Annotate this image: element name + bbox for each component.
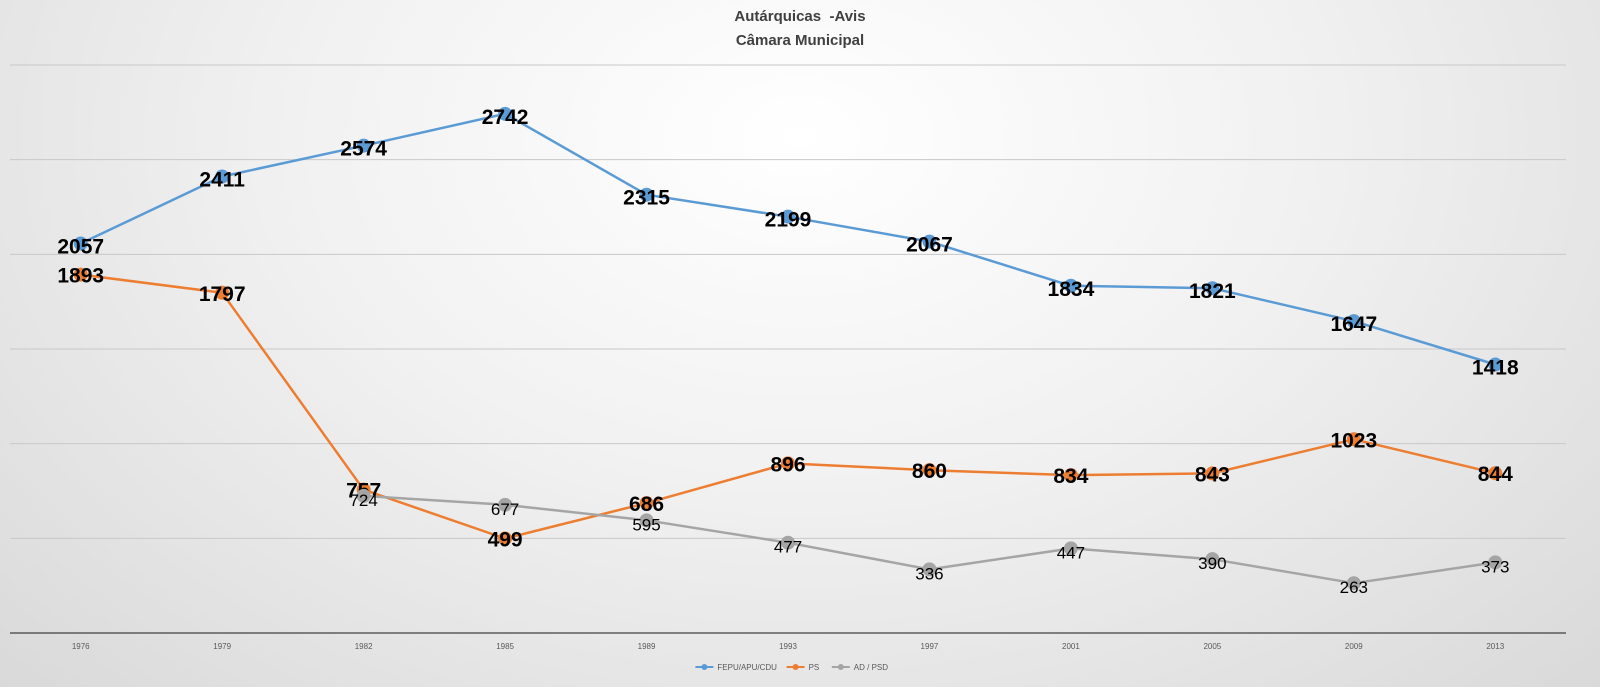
series-line	[80, 273, 1496, 540]
data-label: 499	[488, 529, 523, 552]
data-point	[356, 488, 371, 503]
x-tick-label: 2009	[1345, 642, 1363, 651]
x-tick-label: 1982	[355, 642, 373, 651]
data-point	[922, 562, 937, 577]
data-label: 477	[774, 538, 802, 557]
data-point	[1205, 466, 1220, 481]
x-tick-label: 1993	[779, 642, 797, 651]
data-point	[498, 497, 513, 512]
x-tick-label: 1989	[638, 642, 656, 651]
x-tick-label: 2005	[1203, 642, 1221, 651]
data-point	[922, 234, 937, 249]
data-point	[1488, 357, 1503, 372]
data-point	[1346, 432, 1361, 447]
data-label: 2315	[623, 187, 670, 210]
x-tick-label: 1985	[496, 642, 514, 651]
legend-swatch-marker	[792, 664, 799, 670]
data-label: 834	[1053, 465, 1088, 488]
data-label: 1834	[1048, 278, 1095, 301]
data-label: 1893	[57, 265, 104, 288]
data-point	[1205, 281, 1220, 296]
data-point	[639, 513, 654, 528]
data-label: 336	[915, 564, 943, 583]
data-label: 1647	[1330, 313, 1377, 336]
data-point	[73, 267, 88, 282]
data-label: 2411	[199, 169, 245, 192]
data-point	[1063, 541, 1078, 556]
x-tick-label: 1976	[72, 642, 90, 651]
data-label: 373	[1481, 557, 1509, 576]
data-point	[1063, 278, 1078, 293]
data-label: 2199	[765, 209, 812, 232]
x-tick-label: 2013	[1486, 642, 1504, 651]
legend-swatch-marker	[837, 664, 844, 670]
data-point	[781, 209, 795, 224]
data-label: 595	[632, 515, 660, 534]
data-point	[73, 236, 88, 251]
data-label: 2742	[482, 106, 529, 129]
data-point	[498, 531, 513, 546]
data-point	[1346, 576, 1361, 591]
data-point	[215, 285, 230, 300]
data-label: 677	[491, 500, 519, 519]
data-point	[498, 106, 513, 121]
x-tick-label: 2001	[1062, 642, 1080, 651]
data-label: 1418	[1472, 357, 1519, 380]
data-label: 390	[1198, 554, 1226, 573]
data-point	[356, 138, 371, 153]
data-label: 843	[1195, 463, 1230, 486]
data-point	[1205, 552, 1220, 567]
data-label: 447	[1057, 543, 1085, 562]
data-point	[639, 187, 654, 202]
data-point	[1488, 466, 1503, 481]
legend-swatch-marker	[701, 664, 708, 670]
data-label: 1023	[1330, 429, 1377, 452]
data-point	[1346, 314, 1361, 329]
data-label: 1797	[199, 283, 246, 306]
data-label: 1821	[1189, 280, 1236, 303]
legend-label: PS	[809, 663, 820, 672]
x-tick-label: 1979	[213, 642, 231, 651]
data-label: 724	[349, 491, 377, 510]
data-label: 844	[1478, 463, 1513, 486]
data-label: 2574	[340, 138, 387, 161]
data-label: 2067	[906, 234, 953, 257]
data-point	[1488, 555, 1503, 570]
data-point	[1063, 468, 1078, 483]
data-label: 896	[770, 453, 805, 476]
data-point	[922, 463, 937, 478]
data-label: 860	[912, 460, 947, 483]
chart-subtitle: Câmara Municipal	[735, 32, 865, 49]
legend-label: FEPU/APU/CDU	[717, 663, 777, 672]
data-label: 686	[629, 493, 664, 516]
x-tick-label: 1997	[921, 642, 939, 651]
data-label: 263	[1340, 578, 1368, 597]
data-point	[781, 535, 795, 550]
data-point	[639, 496, 654, 511]
legend-label: AD / PSD	[854, 663, 888, 672]
data-label: 2057	[57, 236, 104, 259]
series-line	[80, 112, 1496, 366]
data-point	[215, 169, 230, 184]
chart-title: Autárquicas -Avis	[734, 8, 866, 25]
data-point	[781, 456, 795, 471]
